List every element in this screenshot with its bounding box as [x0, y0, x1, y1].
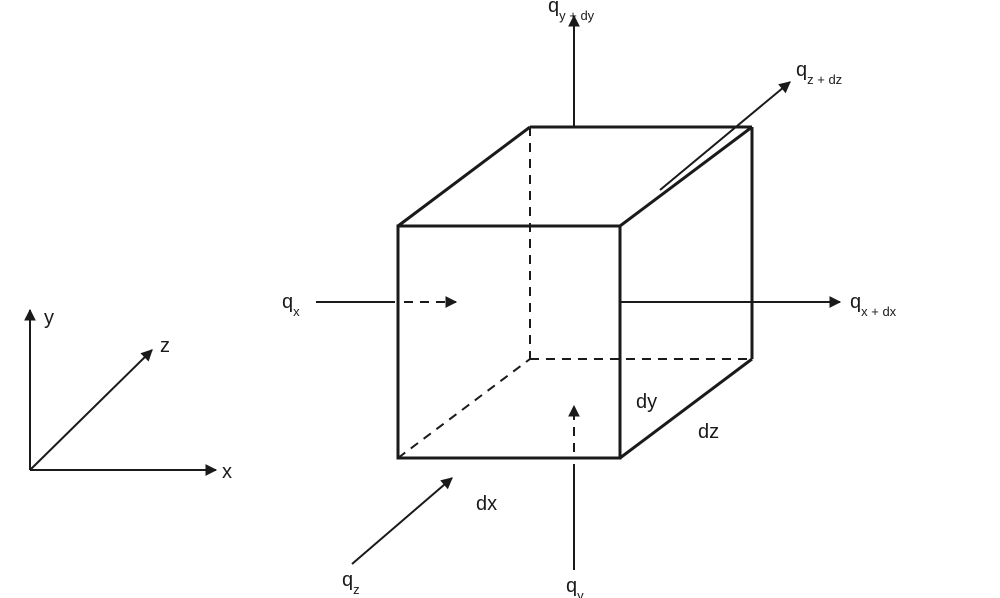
flux-label-qx_out: qx + dx	[850, 291, 897, 319]
flux-label-qz_in: qz	[342, 569, 360, 597]
flux-label-qx_in: qx	[282, 291, 300, 319]
flux-qz_in	[352, 478, 452, 564]
dim-label-dz: dz	[698, 421, 719, 443]
dim-label-dx: dx	[476, 493, 497, 515]
cube-edge-hidden-lb	[398, 359, 530, 458]
heat-flux-cube-diagram: y x z dx dy dz qx qx + dx qy qy + dy qz qz + dz	[0, 0, 1000, 598]
axis-z	[30, 350, 152, 470]
flux-label-qy_out: qy + dy	[548, 0, 595, 23]
flux-label-qz_out: qz + dz	[796, 59, 842, 87]
axis-x-label: x	[222, 461, 232, 483]
cube-edge-tr	[620, 127, 752, 226]
dim-label-dy: dy	[636, 391, 657, 413]
axis-z-label: z	[160, 335, 170, 357]
flux-label-qy_in: qy	[566, 575, 584, 598]
cube-edge-tl	[398, 127, 530, 226]
axis-y-label: y	[44, 307, 54, 329]
flux-qz_out	[660, 82, 790, 190]
cube-front	[398, 226, 620, 458]
